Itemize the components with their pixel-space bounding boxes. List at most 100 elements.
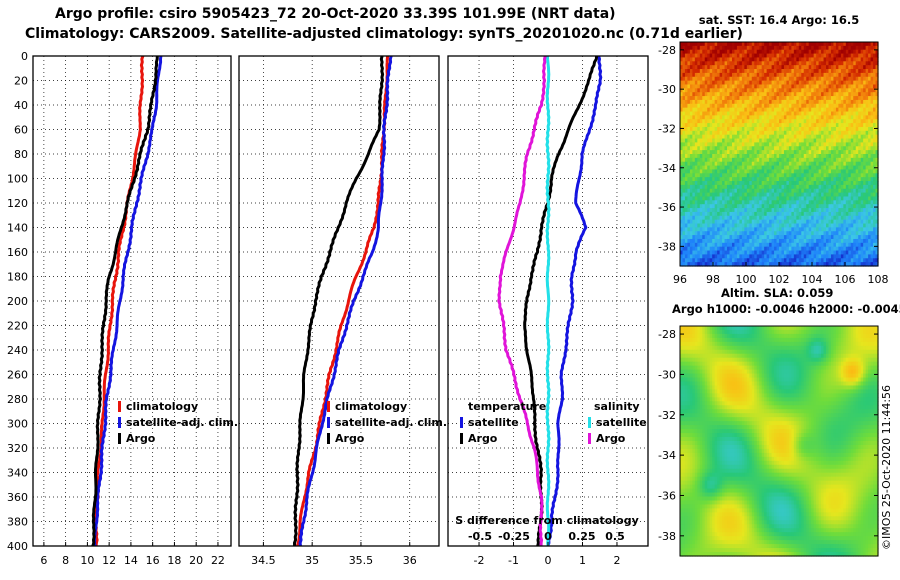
sst-map-cell	[689, 142, 693, 147]
sst-map-cell	[870, 119, 874, 124]
sst-map-cell	[684, 69, 689, 74]
sst-map-cell	[793, 211, 797, 217]
sst-map-cell	[717, 173, 721, 178]
sst-map-cell	[680, 126, 684, 132]
sst-map-cell	[727, 69, 731, 74]
legend-title-temperature: temperature	[468, 400, 546, 413]
sst-map-cell	[811, 192, 815, 198]
sst-map-cell	[712, 65, 716, 70]
sst-map-cell	[719, 72, 723, 78]
sst-map-cell	[744, 177, 748, 182]
sst-map-cell	[689, 88, 693, 93]
sst-map-cell	[719, 169, 723, 174]
sst-map-cell	[751, 126, 755, 132]
sst-map-cell	[853, 169, 857, 174]
sst-map-cell	[793, 154, 797, 159]
sst-map-cell	[741, 92, 745, 97]
sst-map-cell	[689, 157, 693, 163]
sst-map-cell	[736, 196, 740, 201]
sst-map-cell	[791, 119, 795, 124]
sst-map-cell	[803, 161, 807, 167]
sst-map-cell	[806, 119, 810, 124]
sst-map-cell	[736, 134, 740, 140]
sst-map-cell	[712, 150, 716, 155]
sst-map-cell	[759, 123, 763, 128]
sst-map-cell	[779, 231, 783, 236]
sst-map-cell	[689, 192, 693, 198]
sst-map-cell	[826, 181, 830, 186]
sst-map-cell	[719, 76, 723, 82]
sst-map-cell	[764, 173, 768, 178]
sst-map-cell	[835, 103, 839, 109]
sst-map-cell	[853, 61, 857, 66]
sst-map-cell	[731, 173, 736, 178]
sst-map-cell	[838, 181, 842, 186]
sst-map-cell	[868, 157, 872, 163]
sst-map-cell	[801, 96, 805, 101]
sst-map-cell	[786, 146, 790, 151]
sst-map-cell	[779, 173, 783, 178]
sst-map-cell	[813, 154, 817, 159]
sst-map-cell	[764, 92, 768, 97]
sst-map-cell	[798, 192, 802, 198]
sst-map-cell	[709, 196, 713, 201]
sst-map-cell	[806, 215, 810, 221]
sst-map-cell	[719, 123, 723, 128]
sst-map-cell	[845, 134, 849, 140]
sst-map-cell	[741, 57, 745, 62]
sst-map-cell	[808, 115, 812, 120]
sst-map-cell	[811, 123, 815, 128]
sst-map-cell	[694, 126, 698, 132]
sst-map-cell	[843, 123, 847, 128]
sst-map-cell	[848, 150, 852, 155]
sst-map-cell	[779, 111, 783, 116]
sst-map-cell	[858, 76, 862, 82]
sst-map-cell	[860, 208, 864, 213]
sst-map-cell	[719, 157, 723, 163]
sst-map-cell	[798, 57, 802, 62]
sst-map-cell	[826, 57, 830, 62]
sst-map-cell	[734, 99, 738, 105]
legend-label: Argo	[468, 432, 498, 445]
sst-map-cell	[833, 208, 837, 213]
sst-map-cell	[719, 45, 723, 51]
sst-map-cell	[759, 196, 763, 201]
sla-map-title: Altim. SLA: 0.059	[721, 286, 833, 300]
sst-map-cell	[793, 65, 797, 70]
sst-map-cell	[684, 227, 689, 232]
sst-map-cell	[734, 72, 738, 78]
sst-map-cell	[850, 92, 854, 97]
sst-map-cell	[731, 200, 736, 205]
sst-map-cell	[808, 49, 812, 55]
sst-map-cell	[741, 115, 745, 120]
sst-map-cell	[801, 92, 805, 97]
sst-map-cell	[808, 96, 812, 101]
sst-map-cell	[833, 53, 837, 59]
sst-map-cell	[783, 169, 788, 174]
sst-map-cell	[731, 188, 736, 194]
sst-map-cell	[712, 219, 716, 225]
sst-map-cell	[714, 154, 718, 159]
sst-map-cell	[751, 215, 755, 221]
sst-map-cell	[821, 134, 825, 140]
sst-map-cell	[868, 215, 872, 221]
depth-tick-label: 360	[7, 491, 28, 504]
sst-map-cell	[791, 215, 795, 221]
sst-map-cell	[759, 154, 763, 159]
chart-title-line1: Argo profile: csiro 5905423_72 20-Oct-20…	[55, 6, 616, 22]
sst-map-cell	[761, 96, 765, 101]
sst-map-cell	[704, 107, 708, 113]
sst-map-cell	[739, 223, 743, 228]
sst-map-cell	[821, 154, 825, 159]
sst-map-cell	[682, 200, 686, 205]
sst-map-cell	[853, 45, 857, 51]
sst-map-cell	[818, 227, 822, 232]
sst-map-cell	[863, 173, 867, 178]
sst-map-cell	[823, 88, 827, 93]
sst-map-cell	[826, 134, 830, 140]
sst-map-cell	[739, 111, 743, 116]
sst-map-cell	[860, 134, 864, 140]
legend-label: climatology	[126, 400, 198, 413]
sst-map-cell	[724, 146, 728, 151]
sst-map-cell	[781, 227, 785, 232]
